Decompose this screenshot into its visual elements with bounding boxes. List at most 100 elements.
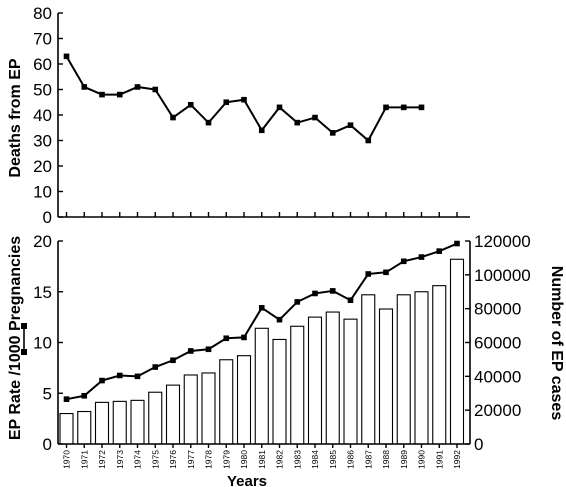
ep-rate-bar	[449, 258, 465, 445]
deaths-point	[400, 104, 407, 111]
ep-cases-point	[436, 248, 443, 254]
ep-cases-point	[63, 396, 70, 402]
year-tick-label: 1986	[346, 450, 356, 469]
ep-rate-bar	[396, 294, 411, 445]
deaths-point	[365, 137, 372, 144]
ep-rate-y-tick-label: 5	[43, 384, 52, 403]
ep-cases-y-tick-label: 120000	[474, 232, 531, 251]
ep-cases-point	[170, 357, 176, 364]
ep-cases-point	[312, 290, 318, 297]
year-tick-label: 1984	[310, 450, 320, 469]
ep-cases-point	[99, 377, 105, 384]
year-tick-labels: 1970 1971 1972 1973 1974 1975 1976 1977 1978 1979…	[62, 444, 462, 469]
ep-cases-point	[258, 305, 265, 311]
year-tick-label: 1988	[381, 450, 391, 469]
ep-cases-y-tick-label: 100000	[474, 266, 531, 285]
deaths-y-tick-label: 10	[33, 183, 52, 202]
ep-cases-point	[276, 316, 283, 323]
ep-cases-y-axis-title: Number of EP cases	[548, 266, 565, 421]
deaths-y-axis-title: Deaths from EP	[7, 58, 24, 177]
deaths-point	[312, 114, 318, 121]
filled-marker-legend-icon	[21, 323, 27, 355]
deaths-point	[152, 86, 159, 93]
ep-cases-y-tick-label: 40000	[474, 367, 521, 386]
deaths-y-tick-label: 50	[33, 81, 52, 100]
year-tick-label: 1981	[257, 450, 267, 469]
deaths-point	[63, 53, 70, 60]
deaths-point	[205, 119, 212, 126]
deaths-series	[63, 53, 425, 144]
ep-rate-y-axis-title: EP Rate /1000 Pregnancies	[7, 236, 24, 440]
deaths-point	[187, 102, 194, 108]
ep-cases-y-ticks: 0 20000 40000 60000 80000 100000 120000	[465, 232, 531, 454]
year-tick-label: 1980	[239, 450, 249, 469]
year-tick-label: 1991	[434, 450, 444, 469]
deaths-point	[170, 114, 176, 121]
ep-rate-bar	[165, 384, 181, 445]
ep-cases-point	[383, 269, 389, 276]
deaths-point	[383, 104, 389, 111]
ep-rate-bar	[183, 374, 198, 445]
deaths-y-tick-label: 80	[33, 4, 52, 23]
ep-rate-bar	[378, 308, 394, 445]
ep-rate-bar	[325, 311, 340, 445]
deaths-axes	[57, 13, 470, 218]
ep-cases-point	[134, 373, 141, 380]
deaths-y-tick-label: 30	[33, 132, 52, 151]
year-tick-label: 1975	[150, 450, 160, 469]
ep-rate-bar	[59, 412, 74, 445]
year-tick-label: 1985	[328, 450, 338, 469]
deaths-y-ticks: 0 10 20 30 40 50 60 70 80	[33, 4, 63, 227]
deaths-point	[134, 84, 141, 90]
ep-rate-bar	[201, 372, 216, 445]
ep-rate-bar	[414, 291, 429, 445]
year-tick-label: 1971	[79, 450, 89, 469]
deaths-y-tick-label: 60	[33, 55, 52, 74]
ep-cases-point	[205, 346, 212, 353]
ep-rate-bar	[254, 327, 269, 445]
x-axis-title: Years	[227, 473, 267, 487]
ep-cases-point	[81, 392, 88, 399]
year-tick-label: 1979	[221, 450, 231, 469]
deaths-point	[116, 91, 123, 98]
ep-rate-bar	[290, 325, 305, 445]
ep-rate-y-tick-label: 0	[43, 435, 52, 454]
ep-cases-point	[152, 364, 159, 370]
ep-rate-y-tick-label: 20	[33, 232, 52, 251]
ep-rate-bar	[361, 294, 376, 445]
ep-cases-point	[418, 254, 425, 260]
year-tick-label: 1989	[399, 450, 409, 469]
year-tick-label: 1982	[275, 450, 285, 469]
deaths-y-tick-label: 70	[33, 30, 52, 49]
ep-cases-series	[63, 240, 460, 402]
ep-cases-point	[347, 297, 354, 304]
ep-rate-bar	[112, 400, 127, 445]
ep-cases-point	[400, 258, 407, 265]
ep-rate-bar	[94, 401, 110, 445]
year-tick-label: 1983	[292, 450, 302, 469]
ep-rate-y-ticks: 0 5 10 15 20	[33, 232, 63, 454]
ep-rate-bar	[236, 355, 252, 445]
year-tick-label: 1977	[186, 450, 196, 469]
ep-cases-point	[294, 299, 301, 305]
ep-cases-point	[223, 335, 230, 342]
ep-rate-bar	[77, 410, 92, 445]
ep-rate-bars	[59, 258, 465, 445]
ep-cases-y-tick-label: 20000	[474, 401, 521, 420]
ep-cases-y-tick-label: 80000	[474, 300, 521, 319]
ep-cases-point	[116, 372, 123, 379]
ep-rate-y-tick-label: 10	[33, 334, 52, 353]
year-tick-label: 1987	[363, 450, 373, 469]
deaths-y-tick-label: 0	[43, 208, 52, 227]
deaths-point	[347, 122, 354, 128]
deaths-point	[418, 104, 425, 111]
deaths-point	[294, 119, 301, 126]
deaths-point	[223, 99, 230, 106]
ep-rate-bar	[307, 316, 323, 445]
deaths-point	[276, 104, 283, 111]
year-tick-label: 1972	[97, 450, 107, 469]
year-tick-label: 1970	[62, 450, 72, 469]
year-tick-label: 1992	[452, 450, 462, 469]
ep-cases-point	[365, 271, 372, 277]
